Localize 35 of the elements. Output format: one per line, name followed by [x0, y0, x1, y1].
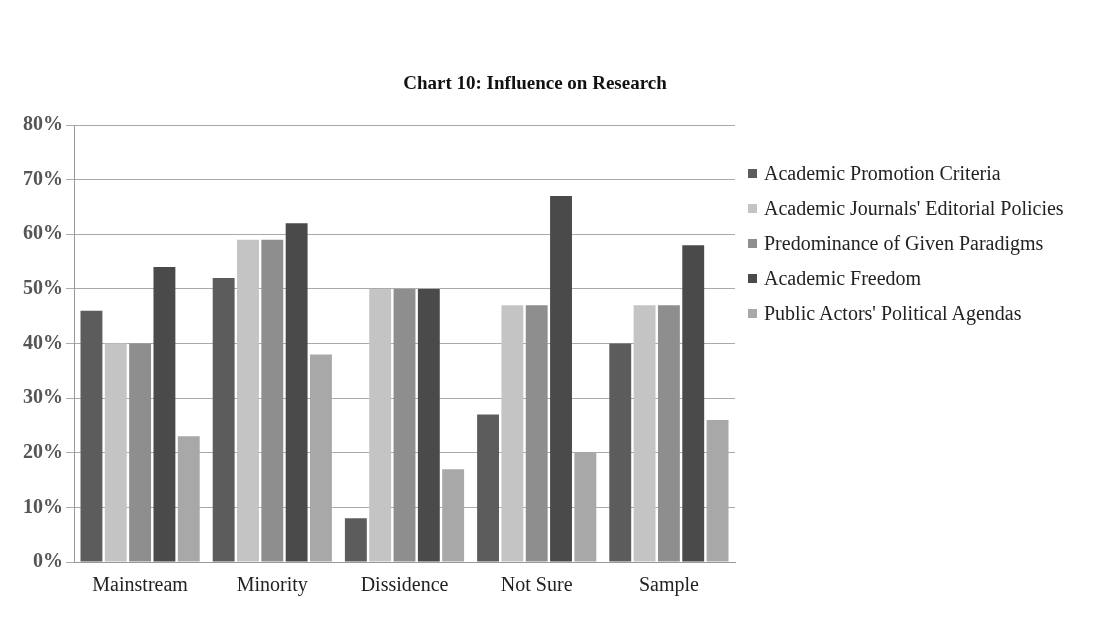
legend-label: Predominance of Given Paradigms: [764, 231, 1044, 257]
bar: [212, 277, 235, 562]
x-tick-label: Sample: [638, 573, 700, 597]
bar: [285, 223, 308, 562]
y-tick-label: 20%: [23, 439, 63, 462]
y-tick-label: 0%: [33, 549, 63, 572]
bar: [633, 305, 656, 562]
x-tick-label: Not Sure: [500, 573, 573, 596]
legend-label: Public Actors' Political Agendas: [764, 301, 1022, 327]
x-tick-label: Mainstream: [92, 573, 189, 596]
bar: [153, 267, 176, 562]
bar: [80, 310, 103, 562]
bar: [417, 288, 440, 562]
chart-title: Chart 10: Influence on Research: [402, 72, 668, 94]
bar: [104, 343, 127, 562]
bar: [369, 288, 392, 562]
legend-label: Academic Journals' Editorial Policies: [764, 196, 1064, 221]
y-tick-label: 60%: [23, 221, 63, 244]
bar: [237, 239, 259, 562]
x-tick-label: Minority: [236, 573, 308, 597]
bar: [344, 518, 367, 562]
y-tick-label: 80%: [23, 112, 63, 135]
y-tick-label: 30%: [23, 385, 63, 408]
y-tick-label: 50%: [23, 276, 63, 299]
y-tick-label: 10%: [23, 494, 63, 517]
legend-label: Academic Promotion Criteria: [764, 161, 1001, 186]
bar: [501, 305, 524, 562]
legend-label: Academic Freedom: [764, 266, 922, 291]
y-tick-label: 70%: [23, 166, 63, 189]
y-tick-label: 40%: [23, 330, 63, 353]
bar: [682, 245, 705, 562]
bar: [477, 414, 499, 562]
x-tick-label: Dissidence: [360, 573, 449, 596]
bar: [550, 196, 572, 562]
bar: [609, 343, 632, 562]
